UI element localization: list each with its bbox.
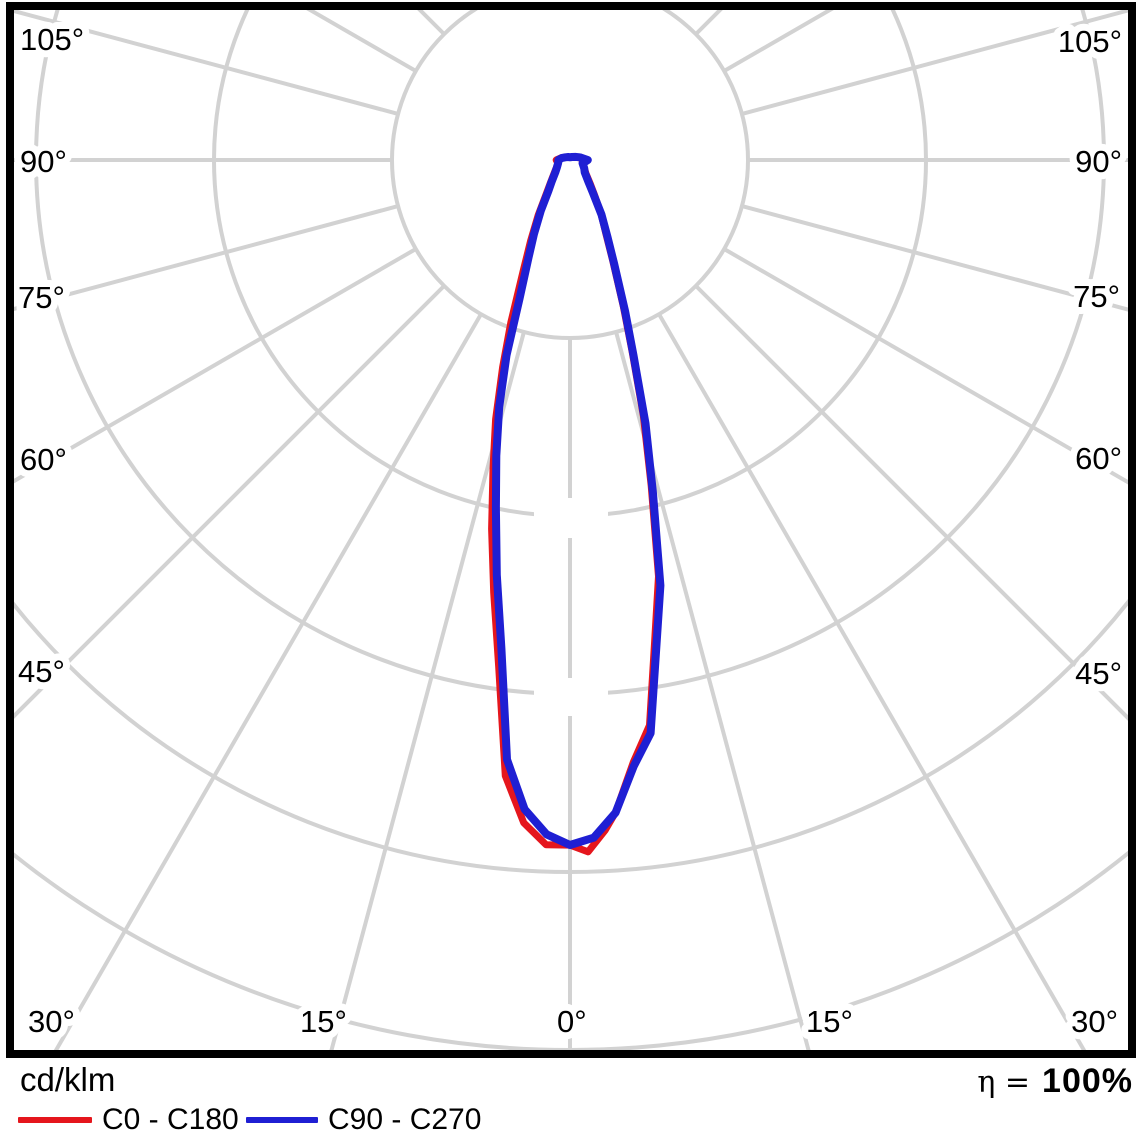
angle-label-60deg-start-470: 60°	[20, 442, 67, 477]
grid-ray-45deg	[694, 284, 1128, 721]
polar-grid	[14, 10, 1128, 1050]
grid-ray-75deg	[741, 204, 1128, 312]
ring-label-box-2	[534, 678, 608, 716]
grid-ray-15deg	[614, 331, 811, 1050]
legend-line-c90-c270	[246, 1117, 318, 1123]
angle-label-30deg-end-1032: 30°	[1071, 1004, 1118, 1039]
grid-ray--45deg	[14, 284, 446, 719]
angle-label-30deg-start-1032: 30°	[28, 1004, 75, 1039]
polar-intensity-chart: 105° 90° 75° 60° 45° 30° 15° 0° 15° 30° 45° 60° 75° 9…	[6, 2, 1136, 1058]
angle-label-15deg-start-1032: 15°	[300, 1004, 347, 1039]
angle-label-45deg-end-684: 45°	[1075, 656, 1122, 691]
legend-label-c0-c180: C0 - C180	[102, 1103, 239, 1136]
legend-label-c90-c270: C90 - C270	[328, 1103, 482, 1136]
legend: C0 - C180 C90 - C270	[0, 1103, 1143, 1143]
angle-label-60deg-end-469: 60°	[1075, 441, 1122, 476]
grid-ray--30deg	[53, 313, 483, 1050]
grid-ray-60deg	[723, 247, 1128, 485]
angle-label-90deg-end-172: 90°	[1075, 144, 1122, 179]
curve-c90-c270	[491, 152, 665, 849]
eta-symbol-label: η =	[977, 1065, 1031, 1100]
grid-ray--105deg	[14, 10, 399, 116]
eta-value: 100%	[1042, 1062, 1133, 1100]
legend-line-c0-c180	[18, 1117, 92, 1123]
angle-label-90deg-start-172: 90°	[20, 144, 67, 179]
efficiency-readout: η = 100%	[955, 1062, 1133, 1101]
grid-ray--60deg	[14, 247, 417, 484]
angle-label-15deg-start-1032: 15°	[806, 1004, 853, 1039]
legend-item-c90-c270: C90 - C270	[246, 1103, 481, 1137]
grid-ray--15deg	[329, 331, 526, 1050]
angle-label-0deg-start-1032: 0°	[557, 1004, 587, 1039]
legend-item-c0-c180: C0 - C180	[18, 1103, 239, 1137]
grid-ray-105deg	[741, 10, 1128, 116]
angle-label-105deg-end-52: 105°	[1058, 24, 1122, 59]
chart-frame	[6, 2, 1136, 1058]
angle-label-105deg-start-50: 105°	[20, 22, 84, 57]
grid-ray--75deg	[14, 204, 399, 312]
angle-label-75deg-start-308: 75°	[18, 280, 65, 315]
unit-label: cd/klm	[20, 1061, 116, 1098]
angle-label-75deg-end-307: 75°	[1073, 279, 1120, 314]
ring-label-box-1	[534, 498, 608, 538]
grid-ray-30deg	[657, 313, 1087, 1050]
angle-label-45deg-start-682: 45°	[18, 654, 65, 689]
